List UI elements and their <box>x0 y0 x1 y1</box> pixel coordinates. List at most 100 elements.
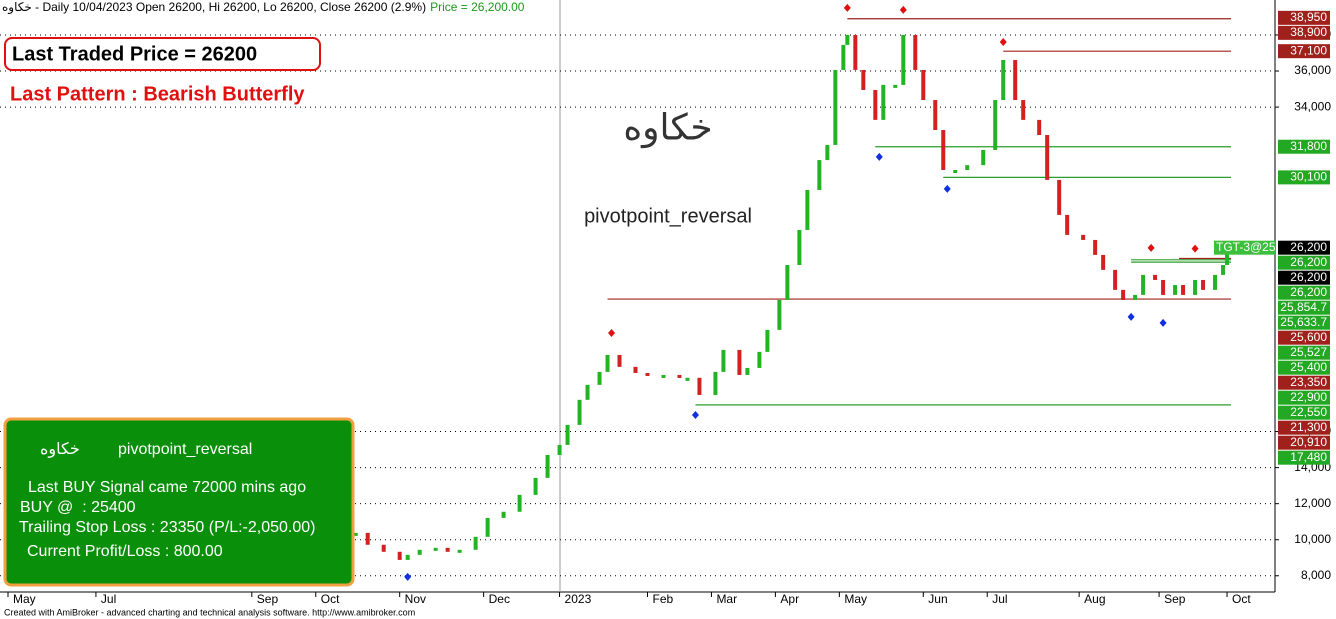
plot-area: 8,00010,00012,00014,00016,00034,00036,00… <box>0 3 1331 606</box>
price-bar <box>545 454 550 478</box>
y-tick-label: 10,000 <box>1294 532 1331 546</box>
price-label-box <box>1278 44 1330 59</box>
price-bar <box>785 264 790 300</box>
last-price-text: Last Traded Price = 26200 <box>12 43 257 65</box>
price-bar <box>677 374 682 378</box>
price-label-box <box>1278 435 1330 450</box>
price-bar <box>1037 119 1042 136</box>
price-bar <box>901 34 906 85</box>
signal-marker <box>1191 244 1199 253</box>
price-label-box <box>1278 420 1330 435</box>
price-label: 30,100 <box>1290 170 1327 184</box>
price-bar <box>557 444 562 455</box>
price-label: 25,527 <box>1290 345 1327 359</box>
y-tick-label: 12,000 <box>1294 496 1331 510</box>
price-bar <box>805 190 810 231</box>
price-label-box <box>1278 240 1330 255</box>
header-price: Price = 26,200.00 <box>430 0 525 14</box>
x-tick-label: Dec <box>489 592 510 606</box>
x-tick-label: Nov <box>405 592 426 606</box>
price-bar <box>825 144 830 161</box>
x-tick-label: May <box>13 592 36 606</box>
price-label: 26,200 <box>1290 270 1327 284</box>
price-label-box <box>1278 330 1330 345</box>
price-bar <box>517 494 522 512</box>
target-label: TGT-3@25 <box>1216 240 1276 254</box>
panel-line: Trailing Stop Loss : 23350 (P/L:-2,050.0… <box>19 519 315 536</box>
last-price-box <box>4 37 321 71</box>
x-tick-label: Sep <box>1164 592 1186 606</box>
panel-system: pivotpoint_reversal <box>118 441 252 458</box>
header-symbol: خكاوه - Daily 10/04/2023 Open 26200, Hi … <box>2 0 426 15</box>
price-bar <box>1013 60 1018 101</box>
price-bar <box>433 547 438 551</box>
price-bar <box>697 377 702 395</box>
footer: Created with AmiBroker - advanced charti… <box>4 607 415 617</box>
price-bar <box>881 84 886 120</box>
price-bar <box>1093 239 1098 255</box>
x-tick-label: Jul <box>992 592 1007 606</box>
info-panel <box>3 417 355 587</box>
price-bar <box>605 354 610 372</box>
price-bar <box>397 551 402 560</box>
panel-line: Current Profit/Loss : 800.00 <box>27 543 223 560</box>
price-bar <box>685 377 690 381</box>
x-tick-label: Sep <box>257 592 279 606</box>
price-bar <box>913 34 918 70</box>
target-box <box>1214 240 1275 255</box>
price-bar <box>845 34 850 45</box>
price-bar <box>861 69 866 90</box>
panel-line: BUY @ : 25400 <box>20 499 136 516</box>
price-label: 26,200 <box>1290 285 1327 299</box>
x-tick-label: Mar <box>716 592 737 606</box>
x-tick-label: 2023 <box>565 592 592 606</box>
price-label-box <box>1278 360 1330 375</box>
price-bar <box>1193 279 1198 295</box>
price-label: 21,300 <box>1290 420 1327 434</box>
signal-marker <box>1147 243 1155 252</box>
price-bar <box>1173 285 1178 295</box>
price-label: 22,550 <box>1290 405 1327 419</box>
price-label: 31,800 <box>1290 139 1327 153</box>
price-bar <box>797 230 802 265</box>
signal-marker <box>843 3 851 12</box>
price-bar <box>1201 279 1206 290</box>
signal-marker <box>899 5 907 14</box>
price-bar <box>1113 269 1118 290</box>
price-label: 38,950 <box>1290 10 1327 24</box>
price-label-box <box>1278 375 1330 390</box>
last-pattern: Last Pattern : Bearish Butterfly <box>10 83 305 105</box>
x-tick-label: May <box>844 592 867 606</box>
price-bar <box>353 532 358 536</box>
price-bar <box>617 354 622 367</box>
price-label-box <box>1278 300 1330 315</box>
price-bar <box>853 34 858 70</box>
panel-line: Last BUY Signal came 72000 mins ago <box>28 479 306 496</box>
price-bar <box>1001 60 1006 101</box>
signal-marker <box>875 152 883 161</box>
signal-marker <box>943 184 951 193</box>
price-bar <box>577 399 582 425</box>
price-bar <box>1153 274 1158 280</box>
signal-marker <box>608 328 616 337</box>
price-bar <box>757 351 762 368</box>
x-tick-label: Oct <box>321 592 340 606</box>
price-bar <box>981 149 986 166</box>
price-label: 26,200 <box>1290 255 1327 269</box>
signal-marker <box>404 572 412 581</box>
price-label: 23,350 <box>1290 375 1327 389</box>
x-tick-label: Feb <box>652 592 673 606</box>
price-bar <box>417 549 422 555</box>
price-bar <box>893 84 898 88</box>
price-bar <box>993 100 998 150</box>
price-bar <box>1213 274 1218 290</box>
x-tick-label: Aug <box>1084 592 1105 606</box>
price-label-box <box>1278 450 1330 465</box>
signal-marker <box>999 38 1007 47</box>
watermark-system: pivotpoint_reversal <box>584 205 752 227</box>
price-bar <box>1181 285 1186 295</box>
price-bar <box>1121 289 1126 300</box>
price-bar <box>841 44 846 70</box>
price-bar <box>721 349 726 372</box>
